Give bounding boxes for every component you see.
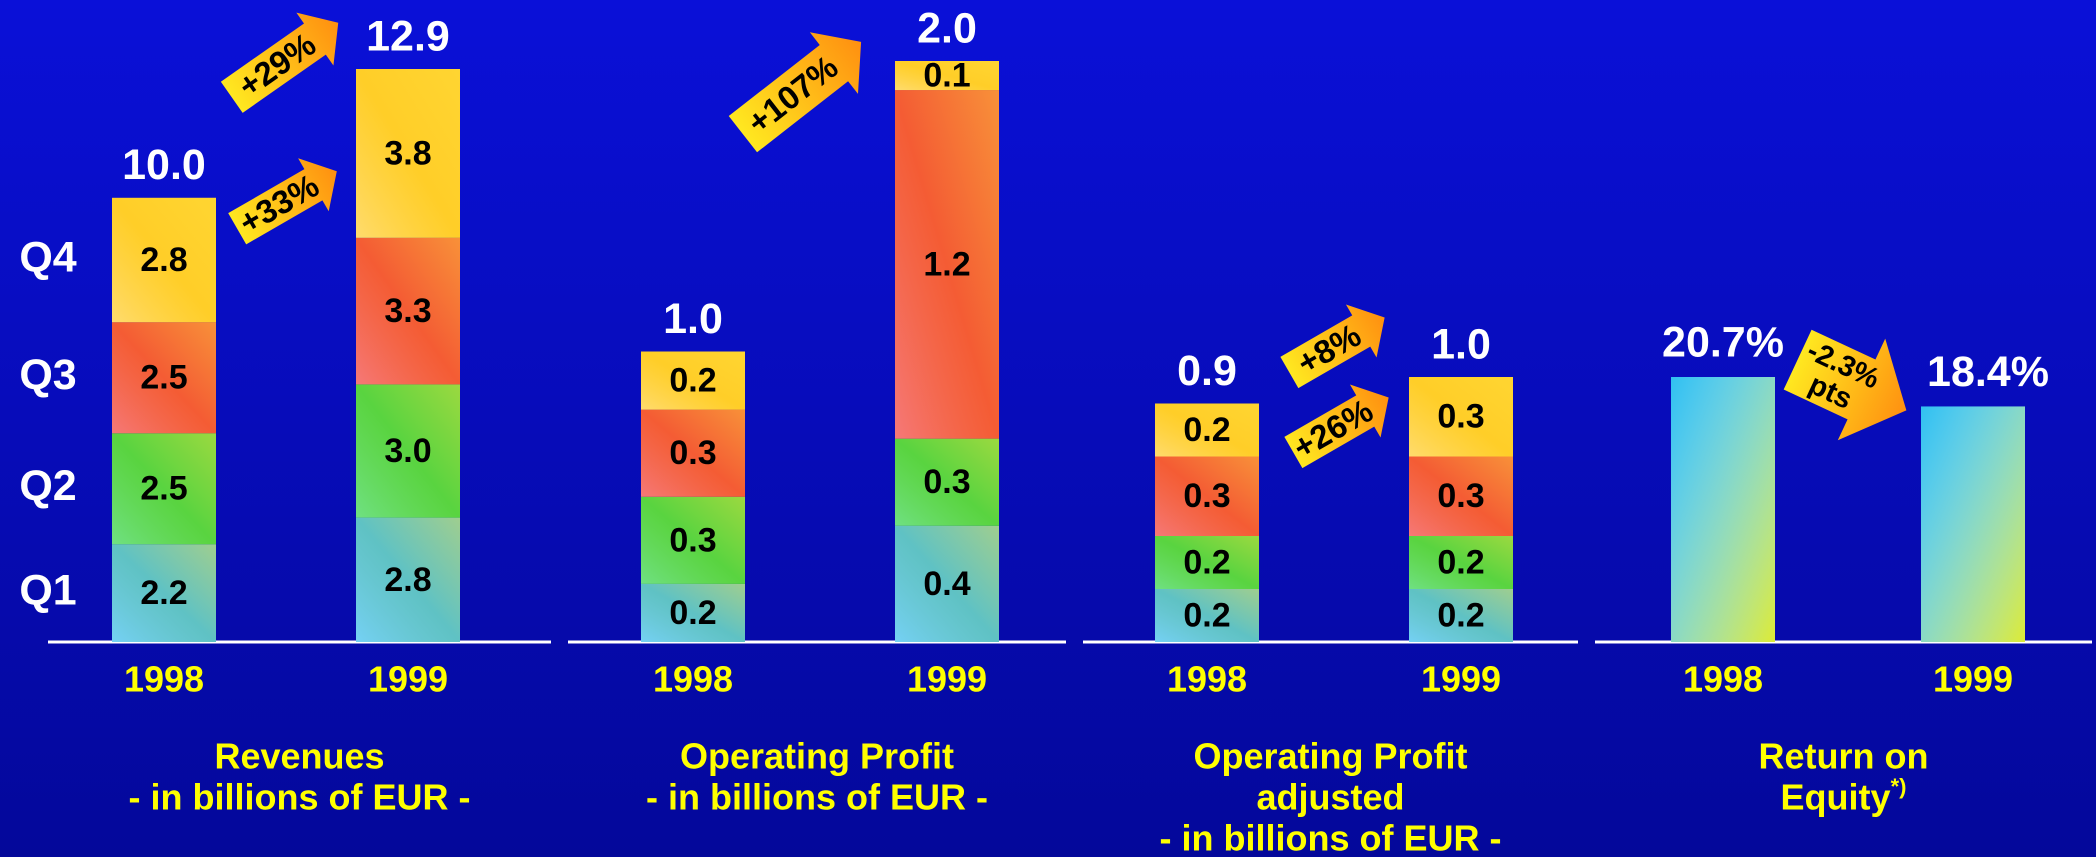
x-tick-label: 1999 [368,659,448,700]
segment-label: 0.2 [1183,596,1230,634]
title-note: *) [1891,774,1907,799]
bar-sheen [356,69,460,238]
bar-sheen [641,351,745,410]
chart-title: adjusted [1256,777,1404,818]
x-tick-label: 1999 [1933,659,2013,700]
segment-label: 0.2 [1183,411,1230,449]
chart-title: - in billions of EUR - [646,777,988,818]
x-tick-label: 1999 [907,659,987,700]
chart-title: - in billions of EUR - [1160,818,1502,857]
x-tick-label: 1998 [1683,659,1763,700]
segment-label: 1.2 [923,245,970,283]
value-label: 20.7% [1662,318,1784,366]
arrow-shape [1783,329,1907,441]
bar-sheen [1155,589,1259,642]
total-label: 12.9 [366,12,450,60]
bar-sheen [112,544,216,642]
segment-label: 0.3 [1437,398,1484,436]
bar-sheen [1155,456,1259,536]
x-tick-label: 1998 [653,659,733,700]
bar-sheen [356,517,460,642]
arrow-shape [228,158,337,245]
bar-sheen [641,409,745,497]
segment-label: 2.8 [140,241,187,279]
change-arrow: -2.3%pts [1783,329,1907,441]
segment-label: 0.3 [669,434,716,472]
bar-sheen [1155,403,1259,457]
bar-sheen [1409,536,1513,589]
bar-sheen [895,90,999,439]
bar-sheen [112,322,216,434]
legend-label: Q3 [19,351,76,399]
bar-sheen [641,583,745,642]
segment-label: 0.3 [1183,477,1230,515]
bar-sheen [895,438,999,526]
total-label: 0.9 [1177,347,1237,395]
arrow-shape [1280,304,1385,389]
chart-title: Operating Profit [1193,736,1467,777]
arrow-shape [728,32,862,153]
segment-label: 0.2 [669,362,716,400]
bar-sheen [1409,456,1513,536]
segment-label: 0.1 [923,57,970,95]
chart-title: Equity*) [1781,774,1907,818]
segment-label: 2.8 [384,561,431,599]
legend-label: Q1 [19,566,76,614]
chart-title: Operating Profit [680,736,954,777]
segment-label: 0.3 [923,463,970,501]
x-tick-label: 1999 [1421,659,1501,700]
chart-title: Return on [1759,736,1929,777]
legend-label: Q4 [19,233,76,281]
segment-label: 2.2 [140,574,187,612]
chart-title: Revenues [214,736,384,777]
segment-label: 0.2 [1183,543,1230,581]
segment-label: 2.5 [140,359,187,397]
segment-label: 0.2 [669,594,716,632]
bar-sheen [895,61,999,91]
total-label: 1.0 [663,295,723,343]
bar-sheen [895,525,999,642]
bar-sheen [1671,377,1775,642]
segment-label: 0.2 [1437,596,1484,634]
bar-sheen [1409,589,1513,642]
segment-label: 3.3 [384,292,431,330]
total-label: 1.0 [1431,320,1491,368]
x-tick-label: 1998 [1167,659,1247,700]
x-tick-label: 1998 [124,659,204,700]
segment-label: 2.5 [140,470,187,508]
bar-sheen [641,496,745,584]
value-label: 18.4% [1927,348,2049,396]
segment-label: 3.8 [384,134,431,172]
bar-sheen [1921,406,2025,642]
segment-label: 0.3 [669,521,716,559]
total-label: 2.0 [917,4,977,52]
bar-sheen [356,384,460,518]
bar-sheen [112,197,216,323]
bar-sheen [356,237,460,385]
legend-label: Q2 [19,462,76,510]
segment-label: 0.3 [1437,477,1484,515]
segment-label: 0.2 [1437,543,1484,581]
total-label: 10.0 [122,141,206,189]
bar-sheen [1155,536,1259,589]
arrow-shape [220,12,339,113]
bar-sheen [1409,377,1513,457]
arrow-shape [1284,384,1389,469]
bar-sheen [112,433,216,545]
chart-title: - in billions of EUR - [129,777,471,818]
segment-label: 3.0 [384,432,431,470]
segment-label: 0.4 [923,565,970,603]
